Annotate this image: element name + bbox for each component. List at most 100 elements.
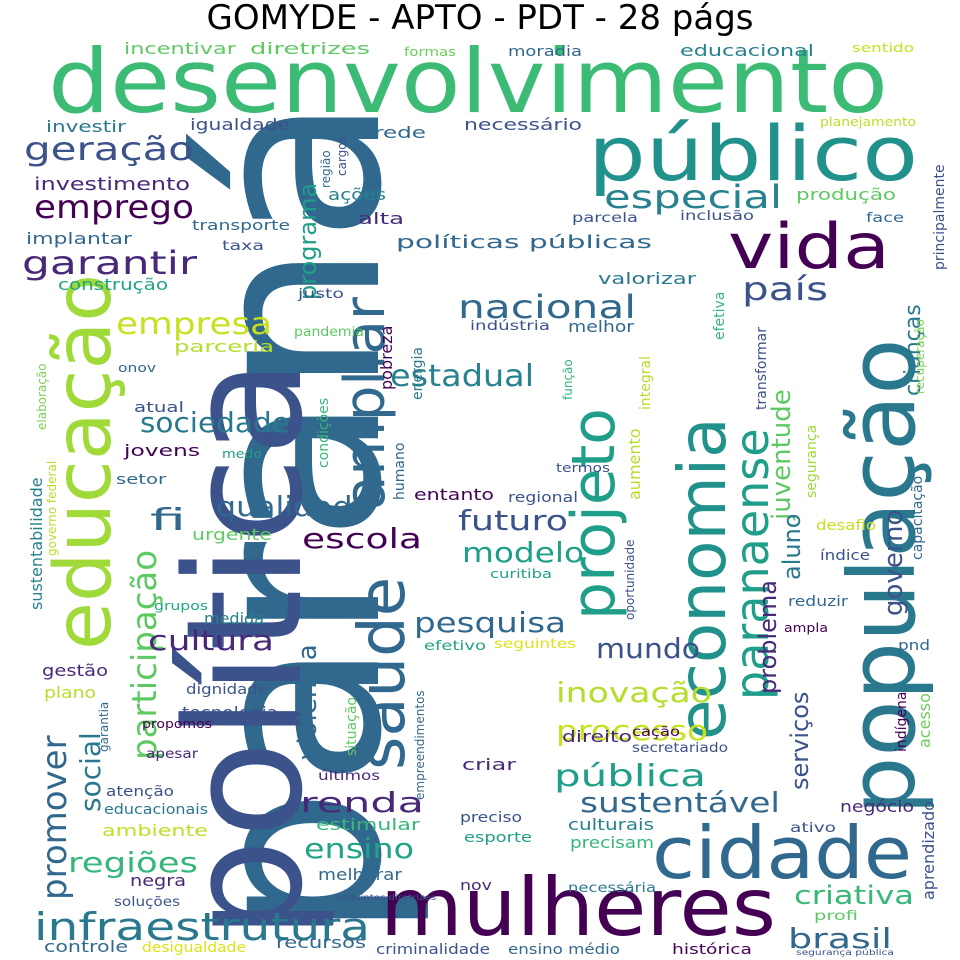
word-onov: onov [118,361,156,375]
word-medida: medida [204,609,264,628]
word-reduzir: reduzir [788,594,848,610]
word-investir: investir [46,117,127,136]
word-termos: termos [556,461,610,475]
word-economia: economia [664,417,741,740]
word-educacional: educacional [680,41,814,60]
word-dignidade: dignidade [186,682,268,698]
word-pais: país [742,270,828,308]
word-funcao: função [561,359,575,400]
word-entanto: entanto [414,485,494,504]
word-sociedade: sociedade [140,406,290,439]
word-saude: saúde [346,577,420,770]
word-brasil: brasil [788,922,892,955]
page-title: GOMYDE - APTO - PDT - 28 págs [206,0,754,38]
word-setor: setor [116,472,166,488]
word-cidade: cidade [652,811,912,895]
word-oportunidade: oportunidade [623,540,637,620]
word-parcela: parcela [572,211,638,226]
word-cacao: cação [632,725,680,740]
word-negocio: negócio [840,797,914,816]
word-educacao: educação [39,274,129,650]
word-ambiente: ambiente [102,821,208,840]
word-cultura: cultura [148,624,274,657]
word-garantir: garantir [22,244,198,282]
word-educacionais: educacionais [104,802,208,818]
word-indice: índice [820,548,870,564]
word-seguintes: seguintes [494,637,576,652]
word-populacao: população [829,338,936,815]
word-indigena: indígena [894,692,910,753]
word-humano: humano [392,443,408,500]
word-taxa: taxa [222,239,264,254]
word-transformar: transformar [754,327,770,410]
word-infraestrutura: infraestrutura [34,905,370,949]
word-melhor: melhor [568,317,634,336]
word-igualdade: igualdade [190,115,290,134]
word-rede: rede [374,123,426,142]
word-face: face [866,211,904,226]
word-geracao: geração [24,130,194,168]
word-inovacao: inovação [556,676,712,709]
word-desafio: desafio [816,518,876,534]
word-modelo: modelo [462,536,584,569]
word-atual: atual [134,400,184,416]
word-fi: fi [150,503,186,538]
word-seguintes-diretrizes: seguintes diretrizes [336,893,436,902]
word-jovens: jovens [123,441,200,460]
word-criar: criar [462,755,517,774]
word-culturais: culturais [568,815,654,834]
word-aprendizado: aprendizado [919,801,938,900]
word-sentido: sentido [852,41,914,55]
word-melhorar: melhorar [318,865,402,884]
word-violencia: violência [293,644,323,760]
word-precisam: precisam [570,833,654,852]
word-criativa: criativa [794,881,914,911]
word-tecnologia: tecnologia [182,703,278,722]
word-governo-federal: governo federal [45,461,59,556]
word-problema: problema [754,580,782,694]
word-necessario: necessário [464,115,582,134]
word-ensino: ensino [304,832,414,865]
word-aluno: aluno [778,514,806,580]
word-inclusao: inclusão [680,209,754,224]
word-direito: direito [562,727,632,746]
word-projeto: projeto [559,408,629,620]
word-renda: renda [300,786,424,819]
word-acesso: acesso [915,693,934,748]
word-justo: justo [297,287,345,302]
word-publica: pública [554,759,706,794]
word-processo: processo [556,714,708,747]
word-qualidade: qualidade [216,490,372,523]
word-profi: profi [814,909,858,924]
word-moradia: moradia [508,44,582,60]
word-historica: histórica [672,942,752,958]
word-situacao: situação [344,697,360,756]
word-regioes: regiões [68,846,198,879]
word-elaboracao: elaboração [35,363,49,430]
word-escola: escola [302,522,422,555]
word-grupos: grupos [154,599,208,613]
word-investimento: investimento [34,174,190,195]
word-ampla: ampla [784,621,828,635]
word-planejamento: planejamento [820,115,916,129]
word-necessaria: necessária [568,881,656,896]
word-governo: governo [879,510,909,616]
word-ensino-medio: ensino médio [508,942,620,958]
word-urgente: urgente [192,525,272,544]
word-seguranca-publica: segurança pública [796,948,894,957]
word-mundo: mundo [596,632,700,665]
word-ultimos: últimos [318,769,380,784]
word-pesquisa: pesquisa [414,606,566,639]
word-plano: plano [44,683,96,702]
word-propomos: propomos [142,717,212,731]
word-diretrizes: diretrizes [250,39,370,58]
word-apesar: apesar [146,747,199,762]
word-secretariado: secretariado [632,741,728,756]
word-efetiva: efetiva [712,292,728,340]
word-promover: promover [35,735,75,900]
word-servicos: serviços [786,692,814,790]
word-energia: energia [410,347,426,400]
word-social: social [74,732,107,812]
word-juventude: juventude [767,389,797,521]
